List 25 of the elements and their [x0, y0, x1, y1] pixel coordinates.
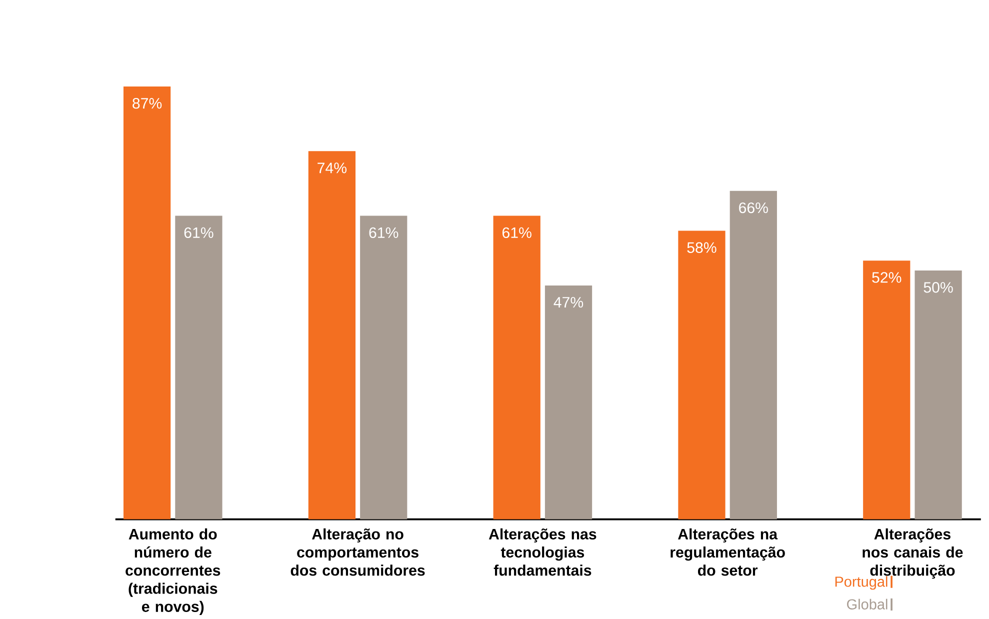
legend-label: Global: [847, 598, 888, 610]
x-tick-label: Alterações nas tecnologias fundamentais: [488, 528, 596, 576]
x-tick-label: Aumento do número de concorrentes (tradicionais e novos): [126, 528, 220, 615]
bar: [175, 216, 222, 520]
data-label: 74%: [318, 162, 347, 174]
bar: [308, 151, 356, 520]
data-label: 61%: [184, 227, 214, 238]
data-label: 47%: [554, 296, 584, 308]
data-label: 52%: [872, 272, 902, 283]
bar: [678, 230, 726, 520]
bar: [360, 216, 408, 520]
data-label: 66%: [739, 202, 768, 214]
bar: [914, 270, 962, 520]
bar: [544, 285, 592, 520]
data-label: 58%: [687, 242, 716, 253]
data-label: 50%: [924, 282, 953, 293]
data-label: 61%: [369, 227, 398, 238]
bar: [493, 216, 540, 520]
data-label: 87%: [132, 98, 162, 109]
bar: [123, 86, 171, 520]
x-tick-label: Alterações na regulamentação do setor: [670, 528, 785, 576]
bar: [863, 260, 910, 520]
bar: [730, 190, 777, 520]
data-label: 61%: [502, 227, 532, 238]
x-tick-label: Alteração no comportamentos dos consumidores: [290, 528, 425, 576]
